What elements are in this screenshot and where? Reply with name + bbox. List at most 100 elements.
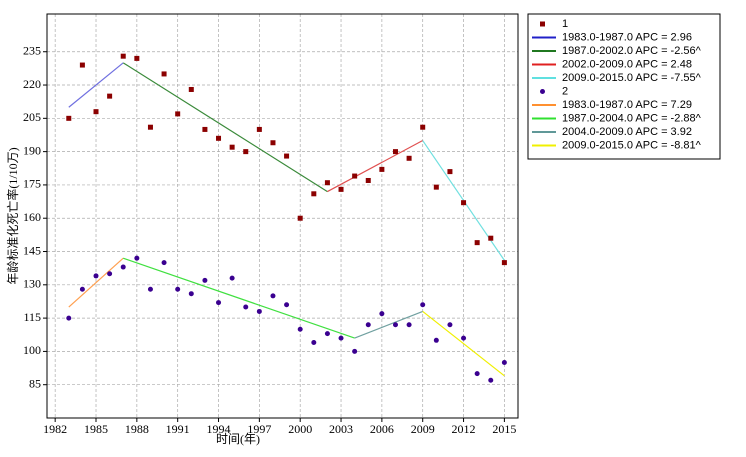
y-tick-label: 190 xyxy=(23,143,41,157)
point xyxy=(406,322,412,328)
point xyxy=(324,180,330,186)
point xyxy=(229,275,235,281)
point xyxy=(216,300,222,306)
legend-marker xyxy=(540,21,545,27)
plot-frame xyxy=(46,13,519,419)
x-tick-label: 1997 xyxy=(247,422,271,436)
point xyxy=(66,315,72,321)
point xyxy=(270,293,276,299)
segment-line xyxy=(68,257,124,308)
point xyxy=(270,140,276,146)
y-tick-label: 85 xyxy=(29,376,41,390)
point xyxy=(379,311,385,317)
point xyxy=(161,260,167,266)
legend-marker xyxy=(540,89,545,94)
point xyxy=(256,126,262,132)
x-tick-label: 2003 xyxy=(329,422,353,436)
point xyxy=(120,53,126,59)
y-tick-label: 145 xyxy=(23,243,41,257)
x-tick-label: 1982 xyxy=(43,422,67,436)
point xyxy=(202,277,208,283)
x-tick-label: 2015 xyxy=(492,422,516,436)
point xyxy=(79,286,85,292)
point xyxy=(229,144,235,150)
y-tick-label: 100 xyxy=(23,343,41,357)
x-tick-label: 1985 xyxy=(84,422,108,436)
point xyxy=(406,155,412,161)
point xyxy=(284,153,290,159)
point xyxy=(93,109,99,115)
y-tick-label: 205 xyxy=(23,110,41,124)
point xyxy=(256,308,262,314)
x-tick-label: 1988 xyxy=(125,422,149,436)
x-tick-label: 1991 xyxy=(166,422,190,436)
point xyxy=(161,71,167,77)
point xyxy=(433,337,439,343)
segment-line xyxy=(122,62,328,193)
point xyxy=(338,186,344,192)
point xyxy=(147,124,153,130)
point xyxy=(501,360,507,366)
segment-line xyxy=(123,257,355,339)
legend-label: 1 xyxy=(562,18,568,30)
point xyxy=(107,271,113,277)
x-tick-label: 2000 xyxy=(288,422,312,436)
legend-label: 2009.0-2015.0 APC = -7.55^ xyxy=(562,72,702,84)
y-tick-label: 235 xyxy=(23,43,41,57)
point xyxy=(297,326,303,332)
x-tick-label: 2009 xyxy=(411,422,435,436)
point xyxy=(216,135,222,141)
point xyxy=(134,55,140,61)
point xyxy=(243,149,249,155)
point xyxy=(488,235,494,241)
legend-label: 1987.0-2002.0 APC = -2.56^ xyxy=(562,45,702,57)
point xyxy=(392,322,398,328)
point xyxy=(338,335,344,341)
segment-line xyxy=(422,310,505,377)
y-tick-label: 220 xyxy=(23,77,41,91)
legend-label: 1987.0-2004.0 APC = -2.88^ xyxy=(562,112,702,124)
legend-box xyxy=(527,13,721,160)
point xyxy=(297,215,303,221)
point xyxy=(488,377,494,383)
point xyxy=(188,86,194,92)
x-axis-label: 时间(年) xyxy=(216,432,260,446)
point xyxy=(501,260,507,266)
point xyxy=(379,166,385,172)
point xyxy=(147,286,153,292)
legend-label: 2002.0-2009.0 APC = 2.48 xyxy=(562,58,692,70)
point xyxy=(202,126,208,132)
point xyxy=(243,304,249,310)
point xyxy=(447,169,453,175)
point xyxy=(352,173,358,179)
segment-line xyxy=(68,62,124,108)
point xyxy=(93,273,99,279)
point xyxy=(107,93,113,99)
point xyxy=(474,240,480,246)
point xyxy=(66,115,72,121)
point xyxy=(79,62,85,68)
point xyxy=(284,302,290,308)
point xyxy=(420,124,426,130)
y-tick-label: 115 xyxy=(23,310,41,324)
legend-label: 2009.0-2015.0 APC = -8.81^ xyxy=(562,139,702,151)
point xyxy=(324,331,330,337)
x-tick-label: 2006 xyxy=(370,422,394,436)
segment-line xyxy=(327,139,423,193)
legend-label: 1983.0-1987.0 APC = 7.29 xyxy=(562,99,692,111)
point xyxy=(447,322,453,328)
legend-label: 2004.0-2009.0 APC = 3.92 xyxy=(562,126,692,138)
point xyxy=(134,255,140,261)
point xyxy=(188,291,194,297)
point xyxy=(420,302,426,308)
point xyxy=(461,200,467,206)
point xyxy=(365,177,371,183)
point xyxy=(120,264,126,270)
y-tick-label: 130 xyxy=(23,277,41,291)
point xyxy=(392,149,398,155)
y-tick-label: 175 xyxy=(23,177,41,191)
point xyxy=(311,191,317,197)
point xyxy=(311,340,317,346)
point xyxy=(433,184,439,190)
x-tick-label: 2012 xyxy=(452,422,476,436)
